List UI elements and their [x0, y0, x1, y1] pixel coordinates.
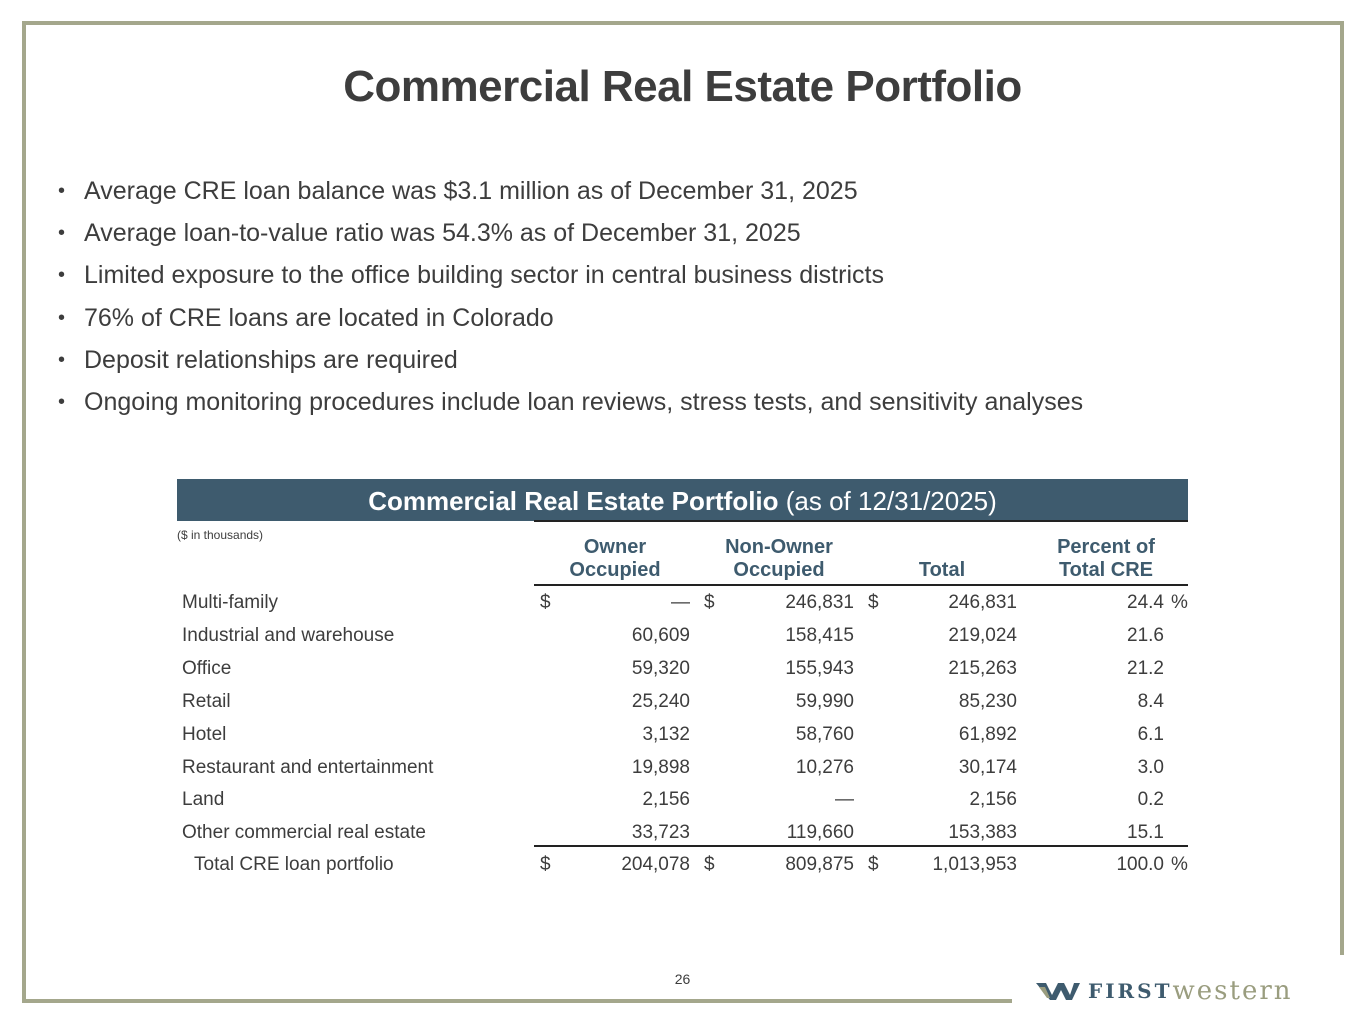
logo-text-first: FIRST	[1088, 979, 1173, 1003]
frame-bottom	[22, 999, 1012, 1003]
total-rule	[534, 845, 1188, 847]
bullet-item: • Deposit relationships are required	[58, 339, 1083, 381]
logo-text-western: western	[1172, 976, 1293, 1006]
page-number: 26	[674, 971, 691, 987]
page-title: Commercial Real Estate Portfolio	[343, 62, 1022, 111]
w-mark-icon	[1036, 983, 1080, 1000]
header-non-owner-occupied: Non-Owner Occupied	[725, 536, 833, 581]
table-total-row: Total CRE loan portfolio $ 204,078 $ 809…	[194, 854, 1188, 875]
table-row: Multi-family $ — $ 246,831 $ 246,831 24.…	[182, 592, 1188, 613]
frame-left	[22, 21, 26, 1003]
table-row: Restaurant and entertainment 19,898 10,2…	[182, 757, 1164, 778]
table-title-band: Commercial Real Estate Portfolio (as of …	[177, 479, 1188, 521]
table-top-rule	[534, 520, 1188, 522]
bullet-dot-icon: •	[58, 391, 66, 414]
table-row: Hotel 3,132 58,760 61,892 6.1	[182, 724, 1164, 745]
header-owner-occupied: Owner Occupied	[569, 536, 661, 581]
bullet-dot-icon: •	[58, 306, 66, 329]
bullet-dot-icon: •	[58, 264, 66, 287]
header-rule	[534, 584, 1188, 586]
bullet-dot-icon: •	[58, 348, 66, 371]
frame-top	[22, 21, 1344, 25]
bullet-dot-icon: •	[58, 222, 66, 245]
company-logo: FIRST western	[1036, 976, 1293, 1006]
frame-right	[1340, 21, 1344, 955]
bullet-item: • Average CRE loan balance was $3.1 milli…	[58, 170, 1083, 212]
table-row: Other commercial real estate 33,723 119,…	[182, 822, 1164, 843]
table-title-date: (as of 12/31/2025)	[778, 486, 997, 516]
bullet-list: • Average CRE loan balance was $3.1 milli…	[58, 170, 1083, 423]
bullet-item: • 76% of CRE loans are located in Colorad…	[58, 297, 1083, 339]
table-row: Retail 25,240 59,990 85,230 8.4	[182, 691, 1164, 712]
bullet-dot-icon: •	[58, 180, 66, 202]
table-row: Industrial and warehouse 60,609 158,415 …	[182, 625, 1164, 646]
bullet-item: • Ongoing monitoring procedures include l…	[58, 381, 1083, 423]
table-row: Office 59,320 155,943 215,263 21.2	[182, 658, 1164, 679]
table-row: Land 2,156 — 2,156 0.2	[182, 789, 1164, 810]
header-total: Total	[918, 559, 966, 581]
units-note: ($ in thousands)	[177, 528, 264, 542]
bullet-item: • Limited exposure to the office building…	[58, 254, 1083, 296]
bullet-item: • Average loan-to-value ratio was 54.3% a…	[58, 212, 1083, 254]
table-title: Commercial Real Estate Portfolio	[368, 486, 779, 516]
header-percent-of-total: Percent of Total CRE	[1057, 536, 1155, 581]
